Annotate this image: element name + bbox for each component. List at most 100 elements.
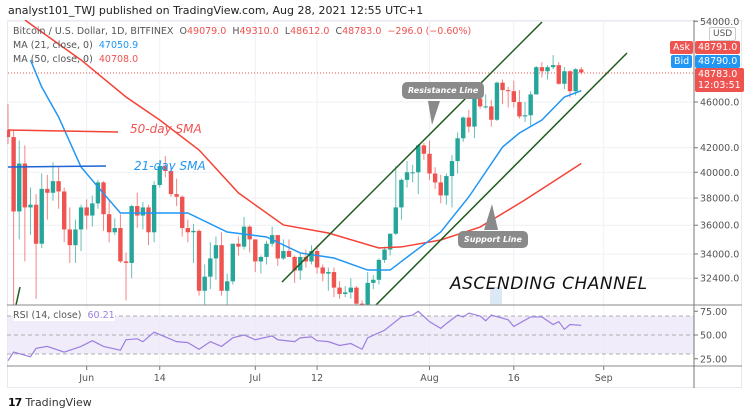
- ma21-value: 47050.9: [98, 40, 139, 51]
- candle: [393, 166, 398, 236]
- low-label: L: [284, 26, 291, 37]
- candle: [129, 204, 134, 279]
- candle-body: [39, 188, 44, 244]
- candle-body: [202, 276, 207, 291]
- support-callout[interactable]: Support Line: [458, 231, 528, 248]
- sma50-annotation[interactable]: 50-day SMA: [130, 122, 202, 136]
- candle-body: [359, 303, 365, 305]
- candle-body: [146, 207, 151, 233]
- candle: [151, 181, 157, 243]
- rsi-pane: [7, 310, 694, 361]
- candle: [337, 281, 342, 299]
- candle-body: [444, 176, 449, 196]
- candle-body: [219, 245, 224, 291]
- candle-body: [7, 130, 11, 138]
- candle: [472, 97, 477, 139]
- candle: [314, 245, 320, 274]
- candle-body: [393, 207, 398, 234]
- last-price: 48783.0: [698, 69, 738, 80]
- ma50-label: MA (50, close, 0): [13, 54, 93, 65]
- candle: [410, 164, 415, 183]
- ma21-legend[interactable]: MA (21, close, 0) 47050.9: [13, 40, 138, 51]
- candle: [466, 109, 472, 133]
- candle-body: [494, 82, 500, 120]
- rsi-legend[interactable]: RSI (14, close) 60.21: [13, 310, 115, 321]
- change-value: −296.0 (−0.60%): [387, 26, 472, 37]
- candle-body: [33, 204, 39, 244]
- time-tick-label: Jul: [249, 373, 261, 384]
- rsi-line: [7, 310, 582, 361]
- channel-upper-line[interactable]: [281, 21, 543, 283]
- candle: [522, 102, 528, 123]
- candle: [494, 81, 500, 121]
- candle-body: [73, 229, 78, 246]
- last-price-tag: 48783.0 12:03:51: [695, 68, 744, 92]
- candle: [73, 219, 78, 263]
- candle-body: [365, 282, 370, 305]
- candle: [208, 242, 213, 290]
- price-tick-label: 46000.0: [700, 98, 739, 109]
- close-value: 48783.0: [342, 26, 382, 37]
- sma21-annotation[interactable]: 21-day SMA: [134, 159, 206, 173]
- candle: [579, 67, 584, 75]
- bid-label: Bid: [671, 55, 693, 68]
- ma21-line: [29, 59, 582, 271]
- candle-body: [106, 214, 112, 233]
- channel-annotation[interactable]: ASCENDING CHANNEL: [450, 274, 648, 294]
- candle-body: [455, 138, 460, 162]
- candle-body: [84, 207, 89, 216]
- candle: [258, 255, 264, 274]
- candle-body: [466, 117, 472, 127]
- candle: [269, 226, 275, 247]
- sma21-level-line[interactable]: [7, 165, 107, 168]
- candle-body: [50, 181, 56, 193]
- candle: [168, 166, 174, 197]
- candle: [326, 267, 331, 291]
- candle-body: [421, 145, 427, 154]
- candle-body: [528, 94, 533, 116]
- candle: [545, 65, 550, 80]
- sma50-level-line[interactable]: [7, 129, 119, 133]
- candle: [320, 264, 325, 282]
- tradingview-logo-icon: 17: [8, 396, 22, 409]
- price-axis: 54000.0 46000.0 42000.0 40000.0 38000.0 36000…: [694, 17, 739, 365]
- candle: [157, 159, 162, 188]
- candle-body: [22, 163, 28, 208]
- candle-body: [101, 182, 106, 215]
- candle-body: [281, 251, 286, 259]
- candle-body: [28, 204, 33, 208]
- candle: [382, 246, 387, 263]
- footer[interactable]: 17 TradingView: [8, 396, 92, 409]
- candle-body: [410, 172, 415, 174]
- candle-body: [427, 153, 432, 174]
- price-tick-label: 40000.0: [700, 168, 739, 179]
- candle: [106, 199, 112, 243]
- candle-body: [331, 272, 337, 288]
- resistance-callout[interactable]: Resistance Line: [402, 82, 485, 99]
- candle: [556, 62, 561, 85]
- footer-brand: TradingView: [25, 396, 92, 409]
- bid-price: 48790.0: [695, 55, 741, 68]
- candle-body: [320, 267, 325, 274]
- candle-body: [314, 251, 320, 268]
- currency-label[interactable]: USD: [709, 27, 737, 41]
- candle: [534, 66, 539, 95]
- candle-body: [382, 249, 387, 260]
- candle: [253, 239, 258, 273]
- support-pointer: [484, 204, 498, 230]
- ask-price: 48791.0: [695, 41, 741, 54]
- price-tick-label: 54000.0: [700, 17, 739, 28]
- candle-body: [309, 251, 314, 262]
- candle-body: [562, 71, 567, 84]
- rsi-tick-label: 75.00: [700, 307, 727, 318]
- channel-lower-line[interactable]: [374, 52, 628, 306]
- candle: [331, 267, 337, 298]
- candle-body: [135, 206, 140, 216]
- candle-body: [112, 228, 117, 233]
- candle-body: [511, 91, 516, 102]
- candle-body: [208, 258, 213, 277]
- ma50-legend[interactable]: MA (50, close, 0) 40708.0: [13, 54, 138, 65]
- candle: [365, 272, 370, 305]
- candle: [78, 204, 84, 252]
